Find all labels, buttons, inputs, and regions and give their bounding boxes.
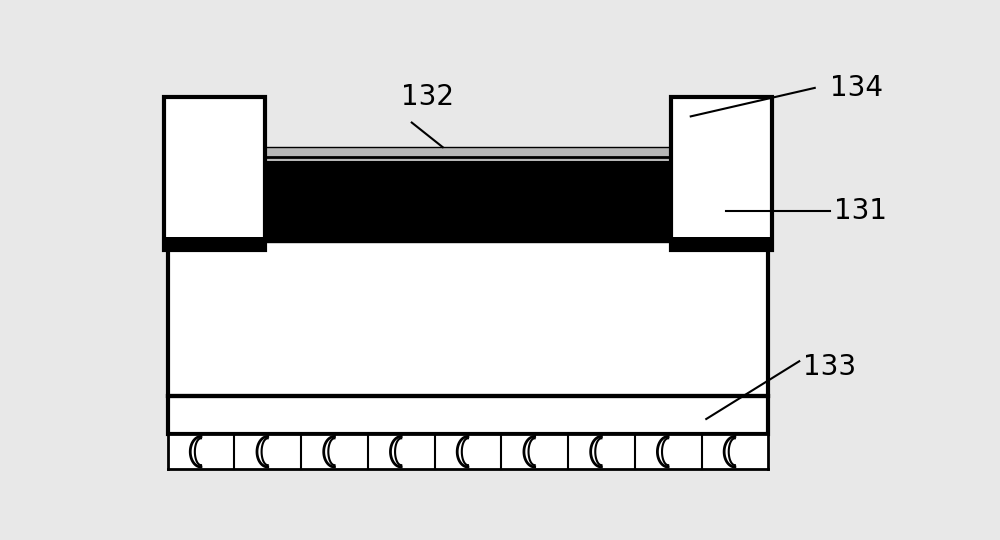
Bar <box>168 143 171 246</box>
Bar <box>168 150 768 157</box>
Bar <box>168 396 768 434</box>
Bar <box>726 143 768 246</box>
Bar <box>671 97 772 249</box>
Text: 134: 134 <box>830 74 883 102</box>
Bar <box>168 434 768 469</box>
Bar <box>164 237 264 249</box>
Bar <box>169 161 726 242</box>
Text: 132: 132 <box>401 83 454 111</box>
Bar <box>671 237 772 249</box>
Bar <box>169 147 726 161</box>
Bar <box>164 97 264 249</box>
Text: 133: 133 <box>803 353 856 381</box>
Bar <box>168 157 768 396</box>
Text: 131: 131 <box>834 197 887 225</box>
